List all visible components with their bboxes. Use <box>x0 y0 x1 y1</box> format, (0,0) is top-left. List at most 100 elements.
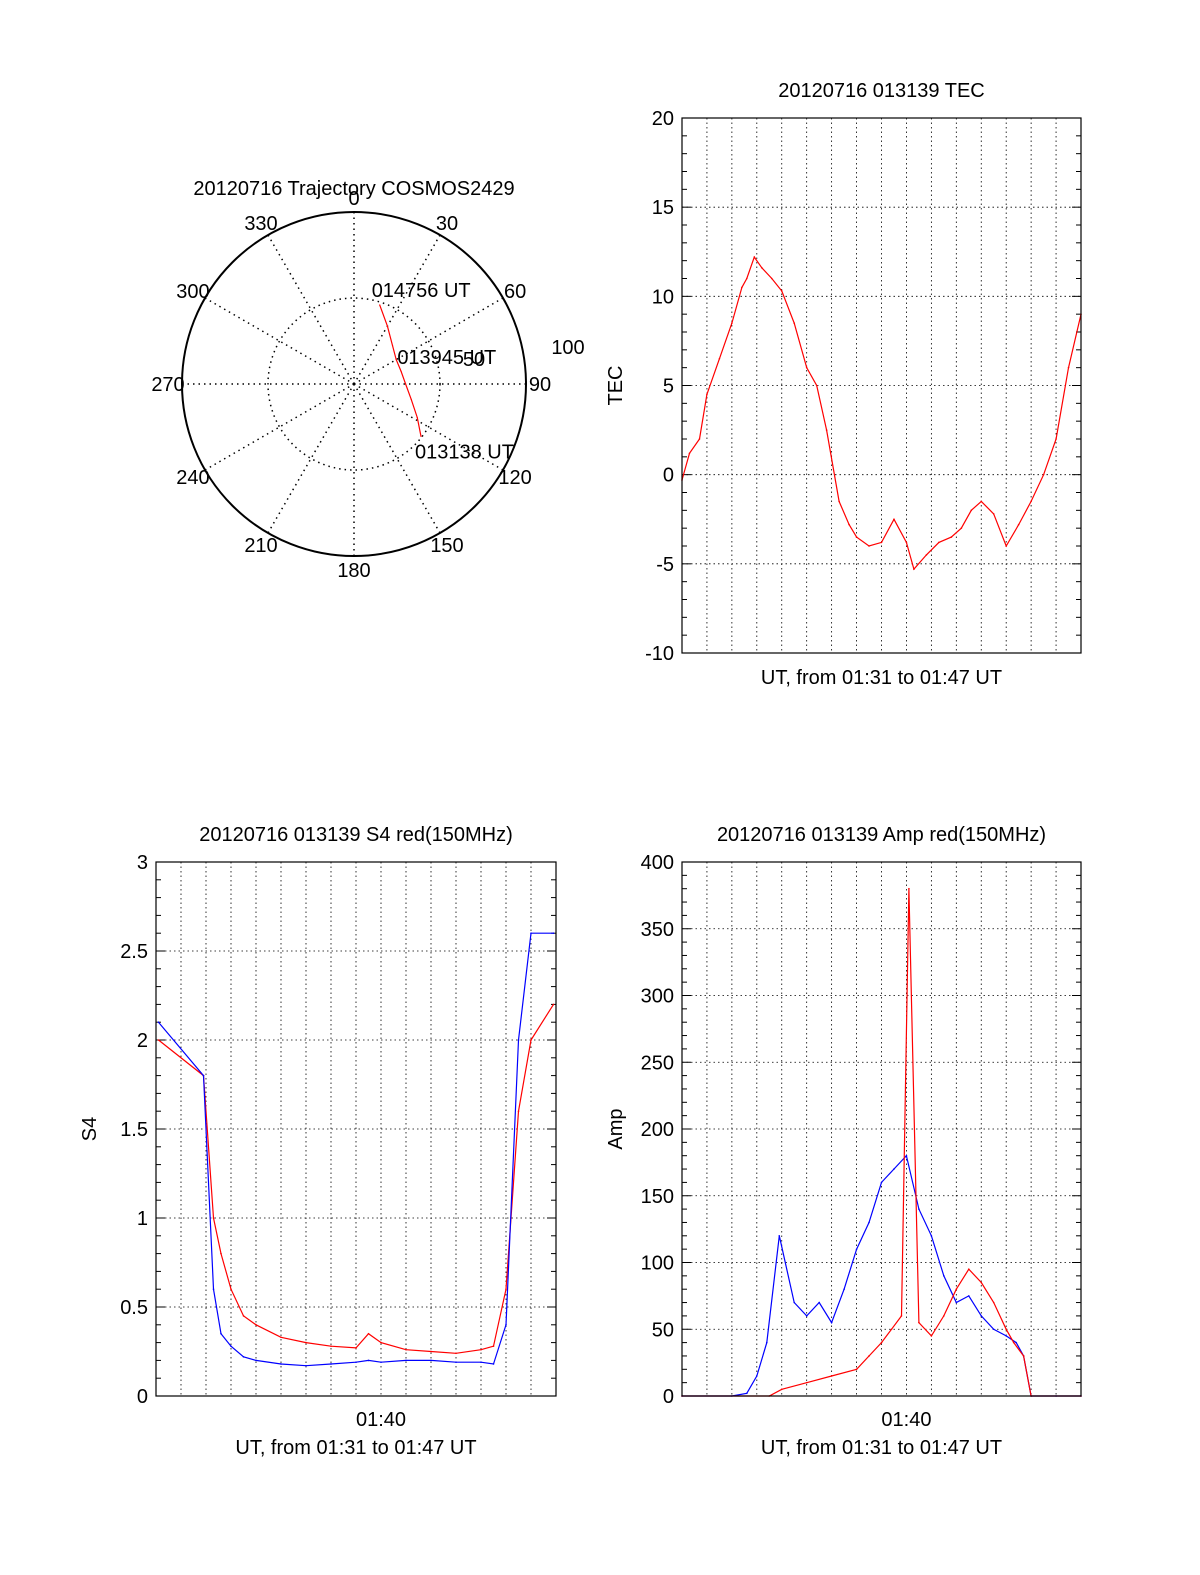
data-point <box>305 1341 307 1344</box>
series-line-0 <box>158 1004 555 1354</box>
polar-spoke <box>204 383 355 471</box>
data-point <box>980 1281 983 1284</box>
data-point <box>530 932 532 934</box>
azimuth-label: 210 <box>244 535 277 557</box>
data-point <box>367 1359 370 1362</box>
track-point <box>395 359 397 361</box>
data-point <box>746 277 748 280</box>
data-point <box>530 1039 532 1041</box>
azimuth-label: 330 <box>244 213 277 235</box>
y-tick-label: 300 <box>641 986 674 1008</box>
data-point <box>220 1252 222 1255</box>
data-point <box>893 518 895 521</box>
data-point <box>818 1301 820 1304</box>
data-point <box>900 1315 903 1317</box>
data-point <box>552 1003 555 1006</box>
data-point <box>706 393 708 396</box>
data-point <box>330 1345 332 1347</box>
data-point <box>780 290 783 292</box>
data-point <box>980 1315 983 1317</box>
azimuth-label: 60 <box>504 281 526 303</box>
azimuth-label: 240 <box>176 467 209 489</box>
data-point <box>805 1315 808 1317</box>
y-tick-label: 20 <box>652 108 674 130</box>
data-point <box>930 1335 933 1337</box>
plot-frame <box>681 117 1082 654</box>
chart-s4: 0 0.5 1 1.5 2 2.5 3 01:40 20120716 013139 S4 red… <box>79 824 557 1459</box>
y-tick-label: 1 <box>137 1208 148 1230</box>
data-point <box>242 1315 245 1317</box>
chart-amp: 0 50 100 150 200 250 300 350 400 01:40 20120716 01… <box>605 824 1082 1459</box>
data-point <box>480 1348 482 1351</box>
y-tick-label: 0 <box>663 465 674 487</box>
polar-spoke <box>353 383 504 471</box>
azimuth-label: 0 <box>348 188 359 210</box>
polar-ring <box>267 297 441 471</box>
data-point <box>765 1341 768 1344</box>
y-tick-label: 2.5 <box>120 941 148 963</box>
polar-spoke <box>353 234 441 385</box>
data-point <box>1005 1335 1007 1337</box>
data-point <box>805 366 808 369</box>
data-point <box>220 1332 222 1335</box>
data-point <box>1005 545 1007 547</box>
data-point <box>838 500 840 503</box>
data-point <box>880 1181 883 1184</box>
data-point <box>380 1341 382 1344</box>
data-point <box>955 1288 958 1290</box>
data-point <box>1067 366 1070 369</box>
radius-label: 50 <box>463 349 485 371</box>
chart-title: 20120716 013139 S4 red(150MHz) <box>199 824 513 846</box>
data-point <box>1042 473 1045 476</box>
data-point <box>938 541 940 544</box>
x-tick-label: 01:40 <box>881 1409 931 1431</box>
data-point <box>505 1288 507 1290</box>
track-point <box>420 435 422 437</box>
data-point <box>367 1332 370 1335</box>
series-line-0 <box>681 255 1082 571</box>
data-point <box>255 1359 257 1362</box>
data-point <box>855 1248 858 1250</box>
data-point <box>893 1168 895 1170</box>
data-point <box>868 1355 870 1357</box>
chart-trajectory: 0 30 60 90 120 150 180 210 240 270 300 330 50 100 0147… <box>151 178 584 582</box>
data-point <box>761 267 763 269</box>
data-point <box>830 1375 833 1377</box>
data-point <box>1022 1355 1025 1357</box>
data-point <box>793 322 796 324</box>
data-point <box>930 1235 933 1237</box>
polar-spoke <box>267 383 355 534</box>
y-tick-label: 150 <box>641 1186 674 1208</box>
series-line-1 <box>158 932 554 1367</box>
data-point <box>430 1359 432 1362</box>
time-annotation: 013138 UT <box>415 441 514 463</box>
data-point <box>925 554 928 556</box>
data-point <box>967 1295 970 1297</box>
x-axis-label: UT, from 01:31 to 01:47 UT <box>761 667 1002 689</box>
data-point <box>255 1324 257 1326</box>
azimuth-label: 120 <box>498 467 531 489</box>
x-axis-label: UT, from 01:31 to 01:47 UT <box>235 1437 476 1459</box>
y-tick-label: 0 <box>663 1386 674 1408</box>
data-point <box>157 1021 160 1023</box>
data-point <box>455 1361 457 1363</box>
y-tick-label: 10 <box>652 286 674 308</box>
data-point <box>950 536 953 538</box>
data-point <box>280 1363 282 1365</box>
data-point <box>970 509 973 512</box>
y-tick-label: 3 <box>137 852 148 874</box>
data-point <box>960 527 963 529</box>
chart-title: 20120716 013139 Amp red(150MHz) <box>717 824 1046 846</box>
data-point <box>770 277 773 280</box>
y-tick-label: -5 <box>656 554 674 576</box>
data-point <box>688 452 691 455</box>
data-point <box>753 256 756 258</box>
data-point <box>305 1364 307 1367</box>
y-tick-label: 5 <box>663 376 674 398</box>
y-tick-label: 2 <box>137 1030 148 1052</box>
track-point <box>410 398 412 400</box>
azimuth-label: 90 <box>529 374 551 396</box>
data-point <box>1055 438 1057 440</box>
data-point <box>1015 1341 1017 1344</box>
data-point <box>212 1288 215 1290</box>
